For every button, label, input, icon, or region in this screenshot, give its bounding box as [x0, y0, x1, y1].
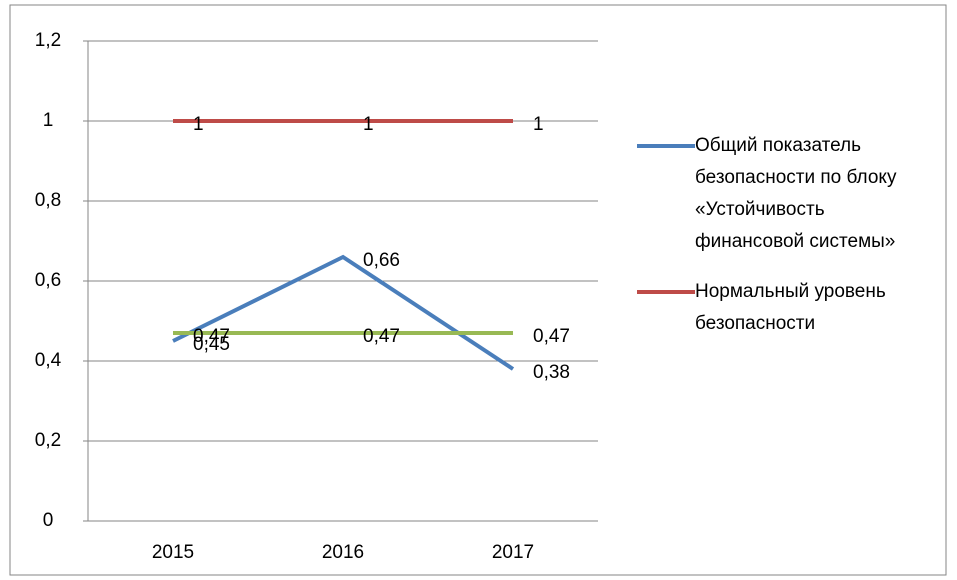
legend-entry: Общий показатель безопасности по блоку «…	[637, 130, 925, 258]
y-tick-label: 0,4	[35, 350, 62, 371]
legend: Общий показатель безопасности по блоку «…	[637, 130, 925, 340]
x-tick-label: 2016	[322, 542, 364, 563]
legend-swatch	[637, 290, 695, 294]
chart-border	[9, 4, 947, 576]
legend-label: Общий показатель безопасности по блоку «…	[695, 135, 897, 252]
data-label: 0,47	[533, 326, 570, 347]
data-label: 1	[363, 114, 374, 135]
y-tick-label: 1,2	[35, 30, 61, 51]
data-label: 0,47	[363, 326, 400, 347]
data-label: 0,66	[363, 250, 400, 271]
legend-label: Нормальный уровень безопасности	[695, 281, 886, 334]
y-tick-label: 0	[43, 510, 54, 531]
y-tick-label: 1	[43, 110, 54, 131]
legend-swatch	[637, 144, 695, 148]
data-label: 0,47	[193, 326, 230, 347]
data-label: 1	[193, 114, 204, 135]
legend-entry: Нормальный уровень безопасности	[637, 276, 925, 340]
x-tick-label: 2015	[152, 542, 194, 563]
data-label: 0,45	[193, 334, 230, 355]
y-tick-label: 0,2	[35, 430, 61, 451]
data-label: 1	[533, 114, 544, 135]
y-tick-label: 0,6	[35, 270, 61, 291]
y-tick-label: 0,8	[35, 190, 61, 211]
data-label: 0,38	[533, 362, 570, 383]
x-tick-label: 2017	[492, 542, 534, 563]
